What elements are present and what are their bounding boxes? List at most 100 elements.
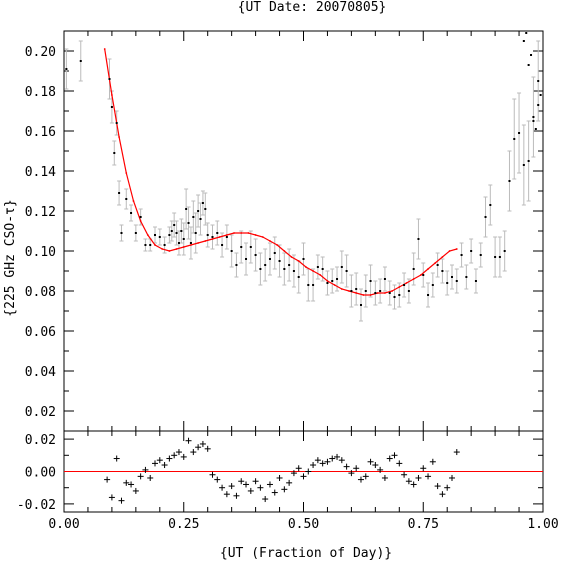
fit-curve-point [125,172,128,174]
fit-curve-point [376,292,379,294]
data-point [508,180,511,182]
main-y-tick-label: 0.04 [25,365,56,380]
residual-point [276,474,283,481]
fit-curve-point [146,234,149,236]
data-point [312,284,315,286]
chart-title: {UT Date: 20070805} [238,0,387,15]
residual-point [434,483,441,490]
residual-point [238,478,245,485]
data-point [407,290,410,292]
data-point [470,250,473,252]
fit-curve-line [104,48,457,296]
residual-point [204,445,211,452]
data-point [154,234,157,236]
data-point [288,264,291,266]
data-point [113,152,116,154]
data-point [221,244,224,246]
fit-curve-point [118,136,120,138]
data-point [534,128,537,130]
data-point [168,234,171,236]
residual-point [348,470,355,477]
residual-point [367,458,374,465]
error-bars [64,40,541,322]
data-point [283,268,286,270]
data-point [539,94,542,96]
x-tick-label: 0.25 [168,517,199,532]
residual-point [195,444,202,451]
residual-point [310,462,317,469]
data-point [278,260,281,262]
residual-point [329,455,336,462]
data-point [316,266,319,268]
data-point [525,32,528,34]
fit-curve-point [269,240,271,242]
fit-curve-point [197,242,200,244]
residual-point [113,455,120,462]
main-axis-ticks [63,30,544,432]
fit-curve-point [290,256,293,258]
data-point [484,216,487,218]
residual-point [190,449,197,456]
fit-curve-point [218,236,221,238]
data-point [388,292,391,294]
residual-point [128,481,135,488]
residual-point [142,466,149,473]
residual-point [185,437,192,444]
fit-curve-point [276,244,279,246]
residual-point [324,458,331,465]
fit-curve-point [240,232,243,234]
data-point [130,212,133,214]
fit-curve [103,48,458,296]
residual-point [439,491,446,498]
fit-curve-point [319,274,322,276]
fit-curve-point [182,246,185,248]
data-point [364,290,367,292]
data-point [522,40,525,42]
residual-point [104,476,111,483]
data-point [182,238,185,240]
fit-curve-point [111,94,113,96]
data-point [120,232,123,234]
residual-point [295,465,302,472]
residual-point [362,473,369,480]
data-point [479,254,482,256]
data-point [522,164,525,166]
residual-y-tick-label: 0.02 [25,433,56,448]
fit-curve-point [190,244,192,246]
data-point [398,294,401,296]
residual-point [223,491,230,498]
residual-point [271,489,278,496]
residual-point [290,470,297,477]
main-y-tick-label: 0.06 [25,325,56,340]
residual-point [448,474,455,481]
fit-curve-point [405,282,408,284]
fit-curve-point [333,284,336,286]
data-point [436,264,439,266]
data-point [513,138,516,140]
fit-curve-point [204,240,207,242]
residual-point [118,497,125,504]
data-point [403,284,406,286]
main-y-tick-label: 0.12 [25,205,56,220]
data-point [297,276,300,278]
x-axis-label: {UT (Fraction of Day)} [220,546,392,561]
residual-y-tick-labels: 0.02 0.00 -0.02 [17,433,56,513]
main-y-tick-label: 0.18 [25,85,56,100]
data-point [144,244,147,246]
residual-point [425,473,432,480]
fit-curve-point [247,232,250,234]
fit-curve-point [211,238,214,240]
main-y-tick-label: 0.02 [25,405,56,420]
data-point [177,242,180,244]
residual-point [252,478,259,485]
residual-points [104,437,460,504]
data-point [417,238,420,240]
data-point [498,256,501,258]
data-point [268,258,271,260]
data-point [441,270,444,272]
data-point [302,258,305,260]
residual-point [147,474,154,481]
data-point [474,280,477,282]
data-point [383,278,386,280]
data-point [201,202,204,204]
